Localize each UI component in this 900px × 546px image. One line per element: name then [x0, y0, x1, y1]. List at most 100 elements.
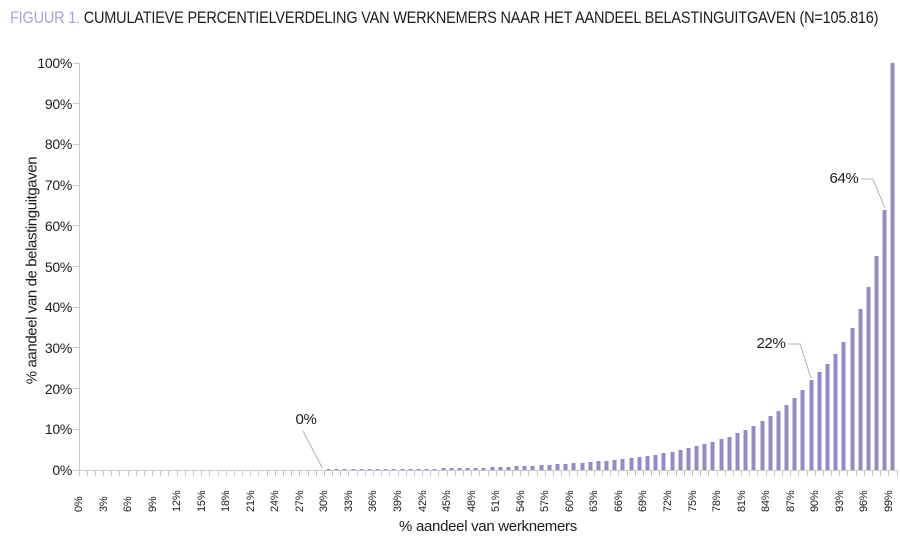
x-tick-mark [94, 471, 96, 476]
x-tick-mark [389, 471, 391, 476]
x-tick-mark [863, 471, 865, 476]
bar-percentile-89 [800, 390, 806, 470]
bar-percentile-83 [751, 425, 757, 470]
x-tick-label: 51% [490, 490, 503, 512]
x-tick-mark [544, 471, 546, 476]
bar-percentile-96 [857, 309, 863, 470]
x-tick-mark [855, 471, 857, 476]
x-tick-mark [839, 471, 841, 476]
bar-percentile-64 [595, 461, 601, 470]
x-tick-mark [78, 471, 80, 476]
x-tick-label: 99% [882, 490, 895, 512]
x-tick-label: 33% [342, 490, 355, 512]
bar-percentile-90 [808, 380, 814, 470]
x-tick-mark [716, 471, 718, 476]
x-tick-mark [822, 471, 824, 476]
bar-percentile-57 [538, 465, 544, 470]
bar-percentile-78 [710, 441, 716, 470]
x-tick-mark [708, 471, 710, 476]
bar-percentile-31 [325, 469, 331, 470]
x-tick-mark [471, 471, 473, 476]
x-tick-mark [274, 471, 276, 476]
bar-percentile-63 [587, 462, 593, 470]
x-tick-label: 48% [465, 490, 478, 512]
x-tick-mark [299, 471, 301, 476]
x-tick-mark [233, 471, 235, 476]
bar-percentile-50 [481, 467, 487, 470]
x-tick-mark [209, 471, 211, 476]
x-tick-mark [225, 471, 227, 476]
bar-percentile-84 [759, 421, 765, 470]
bar-percentile-37 [375, 469, 381, 470]
bar-percentile-77 [702, 444, 708, 470]
y-tick-label: 40% [44, 299, 72, 316]
x-tick-label: 42% [416, 490, 429, 512]
y-tick-mark [73, 103, 79, 105]
x-tick-label: 0% [73, 496, 85, 513]
x-tick-mark [765, 471, 767, 476]
x-tick-mark [168, 471, 170, 476]
x-tick-label: 12% [171, 490, 184, 512]
x-tick-mark [700, 471, 702, 476]
x-tick-mark [127, 471, 129, 476]
bar-percentile-60 [563, 463, 569, 470]
x-tick-mark [364, 471, 366, 476]
x-tick-mark [242, 471, 244, 476]
x-tick-mark [323, 471, 325, 476]
x-tick-mark [291, 471, 293, 476]
bar-percentile-39 [391, 468, 397, 470]
x-tick-mark [888, 471, 890, 476]
y-tick-mark [73, 428, 79, 430]
bar-percentile-47 [456, 468, 462, 470]
x-tick-label: 45% [441, 490, 454, 512]
x-tick-mark [86, 471, 88, 476]
y-axis-line [79, 63, 80, 470]
bar-percentile-74 [677, 450, 683, 470]
x-tick-mark [561, 471, 563, 476]
y-tick-mark [73, 388, 79, 390]
x-tick-label: 39% [392, 490, 405, 512]
figure-title: FIGUUR 1. CUMULATIEVE PERCENTIELVERDELIN… [10, 8, 878, 28]
x-tick-mark [487, 471, 489, 476]
bar-percentile-85 [767, 416, 773, 470]
x-tick-mark [266, 471, 268, 476]
bar-percentile-68 [628, 458, 634, 470]
x-tick-label: 84% [760, 490, 773, 512]
x-tick-mark [552, 471, 554, 476]
x-tick-label: 18% [220, 490, 233, 512]
x-tick-mark [798, 471, 800, 476]
x-tick-mark [462, 471, 464, 476]
y-tick-label: 70% [44, 177, 72, 194]
x-tick-mark [814, 471, 816, 476]
x-tick-mark [405, 471, 407, 476]
bar-percentile-61 [571, 463, 577, 470]
x-tick-mark [880, 471, 882, 476]
x-tick-label: 15% [195, 490, 208, 512]
y-tick-label: 80% [44, 136, 72, 153]
x-axis-line [79, 470, 898, 471]
bar-percentile-81 [734, 433, 740, 470]
x-tick-mark [602, 471, 604, 476]
bar-percentile-45 [440, 468, 446, 470]
x-tick-label: 72% [661, 490, 674, 512]
y-tick-mark [73, 62, 79, 64]
bar-percentile-42 [415, 468, 421, 470]
y-axis-title: % aandeel van de belastinguitgaven [23, 156, 41, 385]
x-tick-mark [111, 471, 113, 476]
bar-percentile-87 [784, 404, 790, 470]
y-tick-mark [73, 225, 79, 227]
x-tick-mark [749, 471, 751, 476]
x-tick-mark [315, 471, 317, 476]
bar-percentile-36 [366, 469, 372, 470]
bar-percentile-65 [604, 460, 610, 470]
x-tick-mark [503, 471, 505, 476]
x-tick-label: 9% [146, 496, 159, 513]
bar-percentile-56 [530, 465, 536, 470]
x-tick-mark [119, 471, 121, 476]
x-tick-mark [659, 471, 661, 476]
bar-percentile-69 [636, 456, 642, 470]
bar-percentile-71 [653, 454, 659, 470]
bar-percentile-51 [489, 467, 495, 470]
